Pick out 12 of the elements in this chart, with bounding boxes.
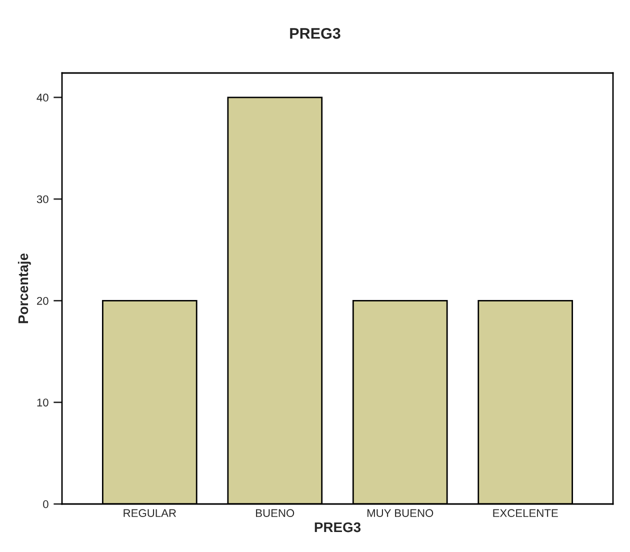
x-tick-label: REGULAR	[124, 509, 176, 518]
y-tick-label: 10	[37, 398, 48, 406]
y-axis-title: Porcentaje	[18, 253, 31, 324]
x-tick-label: BUENO	[256, 509, 294, 518]
y-tick-label: 30	[36, 195, 48, 204]
x-axis-title: PREG3	[314, 522, 361, 532]
chart-title: PREG3	[290, 28, 340, 39]
y-tick-label: 0	[43, 500, 48, 508]
x-tick-label: MUY BUENO	[367, 509, 434, 518]
x-tick-label: EXCELENTE	[493, 509, 558, 518]
y-tick-label: 40	[36, 94, 48, 102]
y-tick-label: 20	[37, 296, 48, 305]
